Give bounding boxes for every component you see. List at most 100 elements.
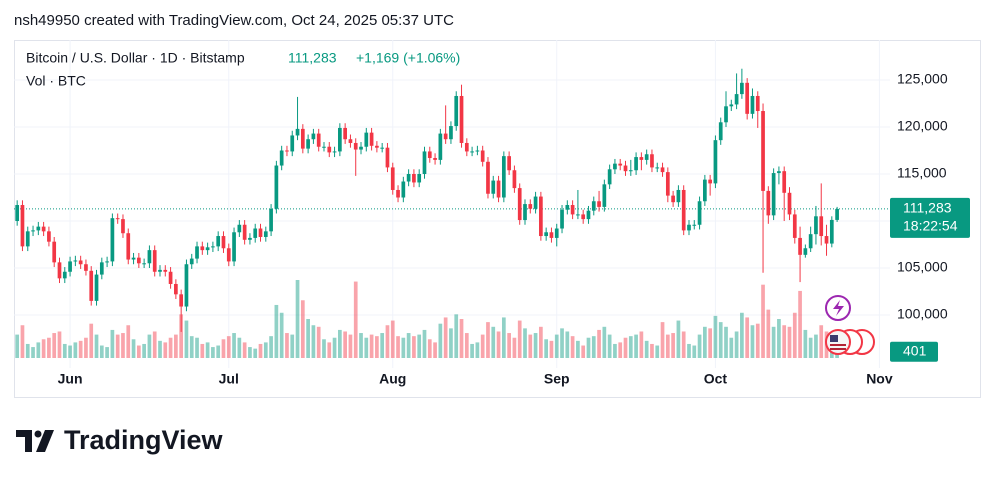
volume-bar <box>57 331 62 358</box>
last-price-tag <box>890 197 970 238</box>
volume-bar <box>681 331 686 358</box>
volume-bar <box>734 331 739 358</box>
candle-body <box>322 146 326 148</box>
volume-bar <box>110 329 115 358</box>
candle-body <box>464 142 469 152</box>
volume-bar <box>687 343 691 358</box>
candle-body <box>274 165 279 209</box>
volume-bar <box>174 334 178 358</box>
candle-body <box>539 196 543 237</box>
candle-body <box>798 237 802 255</box>
candle-body <box>216 236 221 247</box>
candle-body <box>211 246 215 248</box>
volume-bar <box>464 333 469 358</box>
grid <box>14 40 890 368</box>
candle-body <box>147 250 152 264</box>
event-icons <box>825 295 875 355</box>
volume-bar <box>406 333 411 358</box>
candle-body <box>359 146 363 150</box>
volume-bar <box>724 326 728 358</box>
candle-body <box>628 170 633 172</box>
volume-bar <box>89 323 94 358</box>
candle-body <box>375 145 379 148</box>
candle-body <box>195 246 199 259</box>
volume-bar <box>755 323 760 358</box>
volume-bar <box>427 339 432 358</box>
candle-body <box>697 201 702 225</box>
candle-body <box>586 210 591 220</box>
candle-body <box>734 94 739 105</box>
volume-bar <box>459 319 464 358</box>
volume-bar <box>316 326 321 358</box>
candle-body <box>676 189 681 203</box>
volume-bar <box>544 339 549 358</box>
symbol-title: Bitcoin / U.S. Dollar · 1D · Bitstamp <box>26 50 245 66</box>
volume-bar <box>512 337 517 358</box>
volume-bar <box>507 333 511 358</box>
candle-body <box>401 181 406 198</box>
candle-body <box>57 262 62 279</box>
volume-bar <box>676 320 681 358</box>
volume-bar <box>570 336 575 358</box>
volume-bar <box>290 334 295 358</box>
volume-bar <box>697 334 702 358</box>
volume-bar <box>396 336 400 358</box>
candle-body <box>718 122 723 141</box>
candle-body <box>417 173 422 183</box>
candle-body <box>422 151 427 174</box>
volume-bar <box>338 329 342 358</box>
volume-bar <box>47 337 51 358</box>
volume-legend: Vol · BTC <box>26 73 86 89</box>
candle-body <box>755 95 760 112</box>
legend-price: 111,283 <box>288 50 337 66</box>
candle-body <box>338 127 342 152</box>
candle-body <box>369 132 374 146</box>
volume-bar <box>660 322 665 358</box>
y-tick-label: 105,000 <box>897 259 948 275</box>
candle-body <box>665 172 670 196</box>
logo-text: TradingView <box>64 425 224 455</box>
candle-body <box>512 170 517 189</box>
volume-bar <box>147 334 152 358</box>
candle-body <box>687 224 691 231</box>
candle-body <box>507 156 511 171</box>
candle-body <box>25 231 30 247</box>
volume-bar <box>591 336 596 358</box>
candle-body <box>777 171 781 174</box>
volume-bar <box>52 333 57 358</box>
icon <box>830 348 846 350</box>
volume-bar <box>470 343 474 358</box>
volume-bar <box>523 328 527 358</box>
volume-bar <box>655 345 660 358</box>
volume-bar <box>528 334 533 358</box>
candle-body <box>126 233 131 260</box>
candle-body <box>544 232 549 237</box>
volume-bar <box>142 343 146 358</box>
volume-bar <box>390 320 395 358</box>
candle-body <box>449 126 453 140</box>
volume-bar <box>750 325 755 358</box>
candle-body <box>110 218 115 262</box>
volume-bar <box>613 343 617 358</box>
volume-bar <box>300 300 305 358</box>
volume-bar <box>565 331 570 358</box>
candle-body <box>73 260 78 262</box>
volume-bar <box>327 342 332 358</box>
logo-mark <box>36 430 54 452</box>
volume-bar <box>814 334 818 358</box>
candle-body <box>221 236 226 249</box>
candle-body <box>671 195 675 203</box>
candle-body <box>232 232 236 262</box>
candle-body <box>829 219 834 244</box>
volume-bar <box>602 326 607 358</box>
volume-bar <box>496 331 501 358</box>
volume-bar <box>433 342 437 358</box>
volume-bar <box>348 334 353 358</box>
volume-bar <box>729 337 734 358</box>
volume-bar <box>597 329 601 358</box>
candle-body <box>131 257 136 260</box>
volume-bar <box>380 333 385 358</box>
candle-body <box>554 228 559 238</box>
chart-frame <box>14 40 981 398</box>
